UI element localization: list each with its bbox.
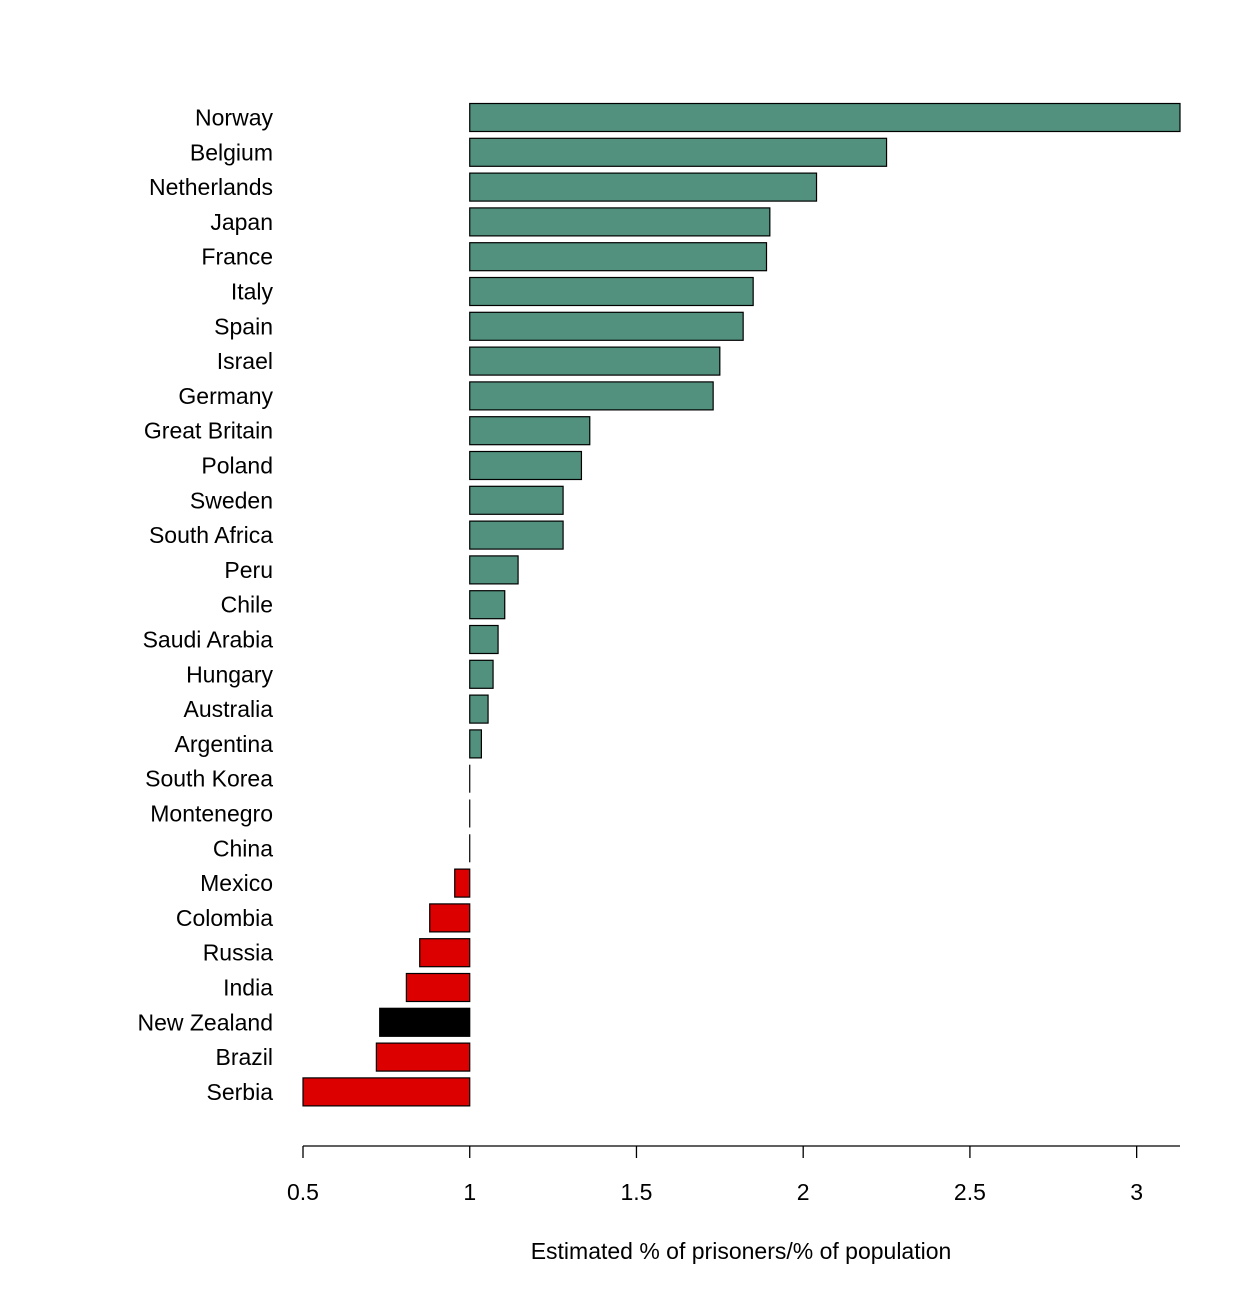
bar-france xyxy=(469,242,768,272)
category-label-china: China xyxy=(213,835,273,861)
bar-india xyxy=(405,972,471,1003)
bar-hungary xyxy=(469,659,494,689)
category-label-italy: Italy xyxy=(231,279,274,305)
bar-netherlands xyxy=(469,172,818,202)
category-label-germany: Germany xyxy=(178,383,273,409)
bar-colombia xyxy=(429,903,471,933)
bar-japan xyxy=(469,207,771,237)
category-label-spain: Spain xyxy=(214,313,273,339)
category-label-poland: Poland xyxy=(201,453,273,479)
bar-new-zealand xyxy=(379,1007,471,1037)
category-label-mexico: Mexico xyxy=(200,870,273,896)
category-label-hungary: Hungary xyxy=(186,661,273,687)
x-tick-label-3: 3 xyxy=(1130,1179,1143,1205)
bar-belgium xyxy=(469,137,888,167)
bar-saudi-arabia xyxy=(469,624,499,655)
bar-australia xyxy=(469,694,489,724)
category-label-india: India xyxy=(223,975,273,1001)
category-label-serbia: Serbia xyxy=(207,1079,274,1105)
bar-sweden xyxy=(469,485,564,515)
bar-russia xyxy=(419,938,471,968)
x-tick-label-2-5: 2.5 xyxy=(954,1179,986,1205)
category-label-south-korea: South Korea xyxy=(145,766,273,792)
category-label-norway: Norway xyxy=(195,105,273,131)
category-label-saudi-arabia: Saudi Arabia xyxy=(143,627,274,653)
category-label-great-britain: Great Britain xyxy=(144,418,273,444)
bar-italy xyxy=(469,276,754,307)
category-label-peru: Peru xyxy=(224,557,273,583)
bar-israel xyxy=(469,346,721,376)
bar-poland xyxy=(469,450,583,481)
x-tick-label-2: 2 xyxy=(797,1179,810,1205)
x-axis-title: Estimated % of prisoners/% of population xyxy=(531,1238,952,1264)
category-label-france: France xyxy=(201,244,273,270)
category-label-new-zealand: New Zealand xyxy=(137,1009,273,1035)
category-label-belgium: Belgium xyxy=(190,139,273,165)
bar-peru xyxy=(469,555,519,585)
category-label-russia: Russia xyxy=(203,940,274,966)
x-axis: 0.5 1 1.5 2 2.5 3 xyxy=(287,1145,1180,1205)
category-label-colombia: Colombia xyxy=(176,905,273,931)
category-label-south-africa: South Africa xyxy=(149,522,273,548)
category-label-chile: Chile xyxy=(221,592,273,618)
bar-great-britain xyxy=(469,416,591,446)
bar-argentina xyxy=(469,729,483,759)
category-label-montenegro: Montenegro xyxy=(150,801,273,827)
category-label-japan: Japan xyxy=(210,209,273,235)
x-tick-label-1: 1 xyxy=(463,1179,476,1205)
category-label-sweden: Sweden xyxy=(190,487,273,513)
bar-south-africa xyxy=(469,520,564,550)
x-tick-label-1-5: 1.5 xyxy=(620,1179,652,1205)
category-labels: Norway Belgium Netherlands Japan France Italy… xyxy=(137,105,273,1105)
category-label-argentina: Argentina xyxy=(175,731,274,757)
x-tick-label-0-5: 0.5 xyxy=(287,1179,319,1205)
category-label-australia: Australia xyxy=(184,696,274,722)
bar-serbia xyxy=(302,1077,471,1107)
bar-brazil xyxy=(375,1042,471,1072)
bar-germany xyxy=(469,381,714,411)
bar-mexico xyxy=(454,868,471,898)
category-label-brazil: Brazil xyxy=(215,1044,273,1070)
bar-spain xyxy=(469,311,744,341)
category-label-netherlands: Netherlands xyxy=(149,174,273,200)
category-label-israel: Israel xyxy=(217,348,273,374)
bar-chile xyxy=(469,590,506,620)
bar-norway xyxy=(469,102,1181,133)
bars-group xyxy=(302,102,1181,1107)
